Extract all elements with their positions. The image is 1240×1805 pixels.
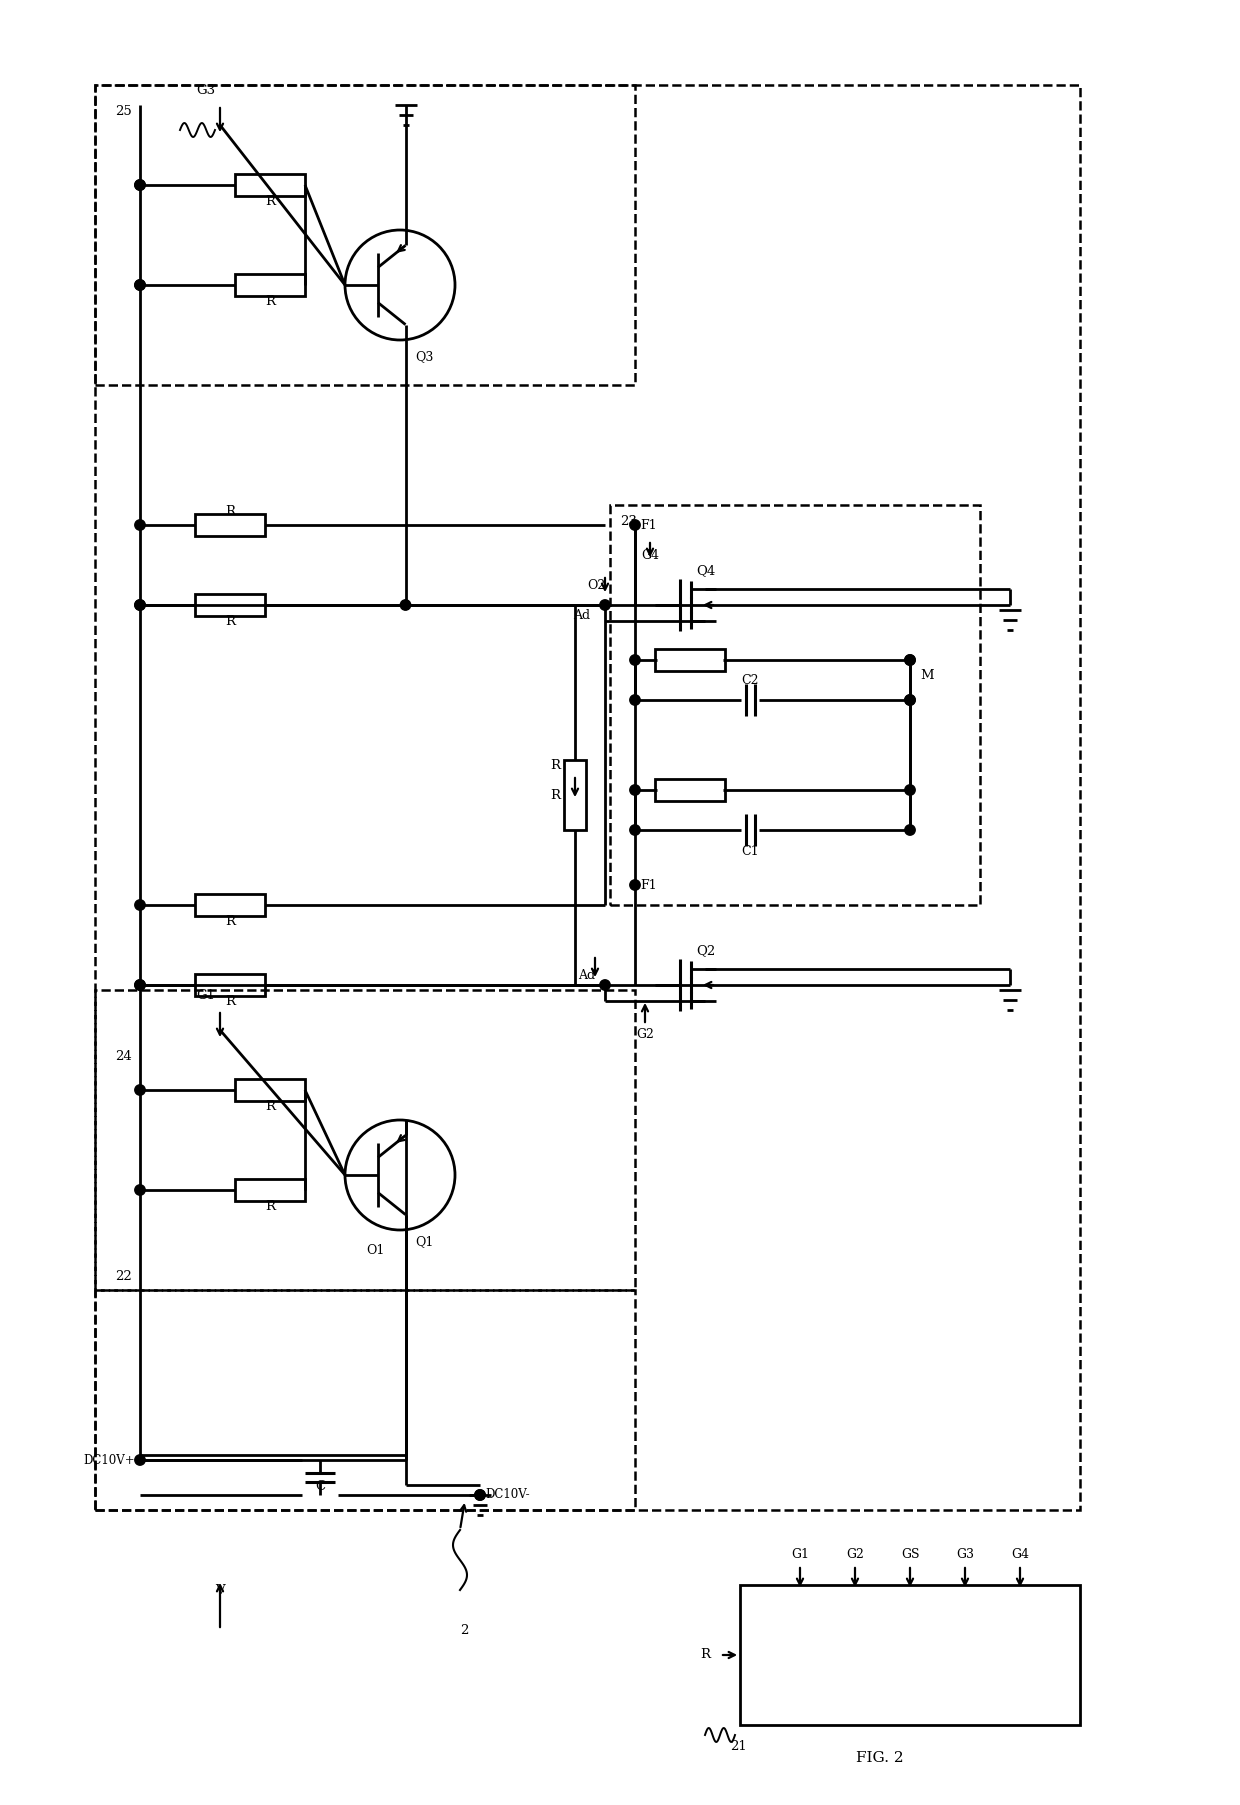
Circle shape — [135, 1455, 145, 1466]
Circle shape — [135, 980, 145, 991]
Circle shape — [135, 180, 145, 190]
Text: G3: G3 — [196, 83, 215, 96]
Circle shape — [135, 901, 145, 910]
Bar — [195, 594, 265, 616]
Text: R: R — [265, 195, 275, 208]
Text: Q3: Q3 — [415, 350, 434, 363]
Circle shape — [630, 695, 640, 706]
Bar — [236, 1179, 305, 1200]
Circle shape — [600, 599, 610, 610]
Circle shape — [905, 655, 915, 666]
Circle shape — [135, 599, 145, 610]
Bar — [195, 514, 265, 536]
Text: R: R — [551, 789, 560, 801]
Text: 23: 23 — [620, 514, 637, 529]
Bar — [195, 975, 265, 996]
Circle shape — [905, 785, 915, 796]
Text: R: R — [265, 1200, 275, 1213]
Bar — [95, 85, 635, 384]
Text: DC10V-: DC10V- — [485, 1489, 529, 1502]
Text: C: C — [315, 1480, 325, 1493]
Text: G1: G1 — [196, 989, 215, 1002]
Bar — [95, 989, 635, 1291]
Text: G4: G4 — [641, 549, 658, 561]
Text: R: R — [701, 1648, 711, 1661]
Circle shape — [630, 785, 640, 796]
Text: Q2: Q2 — [697, 944, 715, 957]
Circle shape — [630, 825, 640, 836]
Text: R: R — [224, 505, 236, 518]
Circle shape — [135, 280, 145, 291]
Text: G3: G3 — [956, 1549, 973, 1561]
Text: R: R — [224, 915, 236, 928]
Circle shape — [630, 520, 640, 531]
Bar — [655, 780, 725, 801]
Circle shape — [630, 655, 640, 666]
Text: R: R — [551, 758, 560, 771]
Circle shape — [135, 180, 145, 190]
Bar — [95, 1291, 635, 1511]
Text: FIG. 2: FIG. 2 — [856, 1751, 904, 1765]
Text: 25: 25 — [115, 105, 131, 117]
Text: DC10V+: DC10V+ — [83, 1453, 135, 1466]
Circle shape — [135, 280, 145, 291]
Text: C2: C2 — [742, 673, 759, 686]
Bar — [740, 1585, 1080, 1726]
Circle shape — [401, 599, 410, 610]
Bar — [655, 650, 725, 671]
Bar — [236, 1079, 305, 1101]
Text: 24: 24 — [115, 1051, 131, 1063]
Circle shape — [630, 879, 640, 890]
Text: R: R — [224, 614, 236, 628]
Circle shape — [135, 1085, 145, 1096]
Text: GS: GS — [900, 1549, 919, 1561]
Circle shape — [135, 1184, 145, 1195]
Text: Ad: Ad — [573, 608, 590, 621]
Circle shape — [905, 655, 915, 666]
Circle shape — [475, 1489, 485, 1500]
Circle shape — [600, 980, 610, 991]
Bar — [95, 85, 1080, 1511]
Text: G2: G2 — [846, 1549, 864, 1561]
Text: F1: F1 — [640, 518, 657, 531]
Text: M: M — [920, 668, 934, 682]
Text: 2: 2 — [460, 1623, 469, 1637]
Text: G1: G1 — [791, 1549, 808, 1561]
Text: 22: 22 — [115, 1271, 131, 1283]
Circle shape — [475, 1489, 485, 1500]
Text: 21: 21 — [730, 1740, 746, 1753]
Circle shape — [905, 825, 915, 836]
Bar — [195, 893, 265, 915]
Text: G2: G2 — [636, 1029, 653, 1041]
Text: Q4: Q4 — [697, 565, 715, 578]
Bar — [610, 505, 980, 904]
Circle shape — [905, 695, 915, 706]
Bar — [236, 274, 305, 296]
Text: O2: O2 — [587, 578, 605, 592]
Circle shape — [135, 599, 145, 610]
Circle shape — [135, 980, 145, 991]
Text: F1: F1 — [640, 879, 657, 892]
Text: Q1: Q1 — [415, 1235, 434, 1247]
Text: G4: G4 — [1011, 1549, 1029, 1561]
Text: R: R — [265, 1099, 275, 1112]
Circle shape — [905, 695, 915, 706]
Circle shape — [135, 520, 145, 531]
Text: C1: C1 — [742, 845, 759, 857]
Text: Ad: Ad — [578, 969, 595, 982]
Text: R: R — [224, 995, 236, 1007]
Text: V: V — [216, 1583, 224, 1596]
Text: R: R — [265, 294, 275, 307]
Bar — [236, 173, 305, 197]
Text: O1: O1 — [367, 1244, 384, 1256]
Bar — [564, 760, 587, 830]
